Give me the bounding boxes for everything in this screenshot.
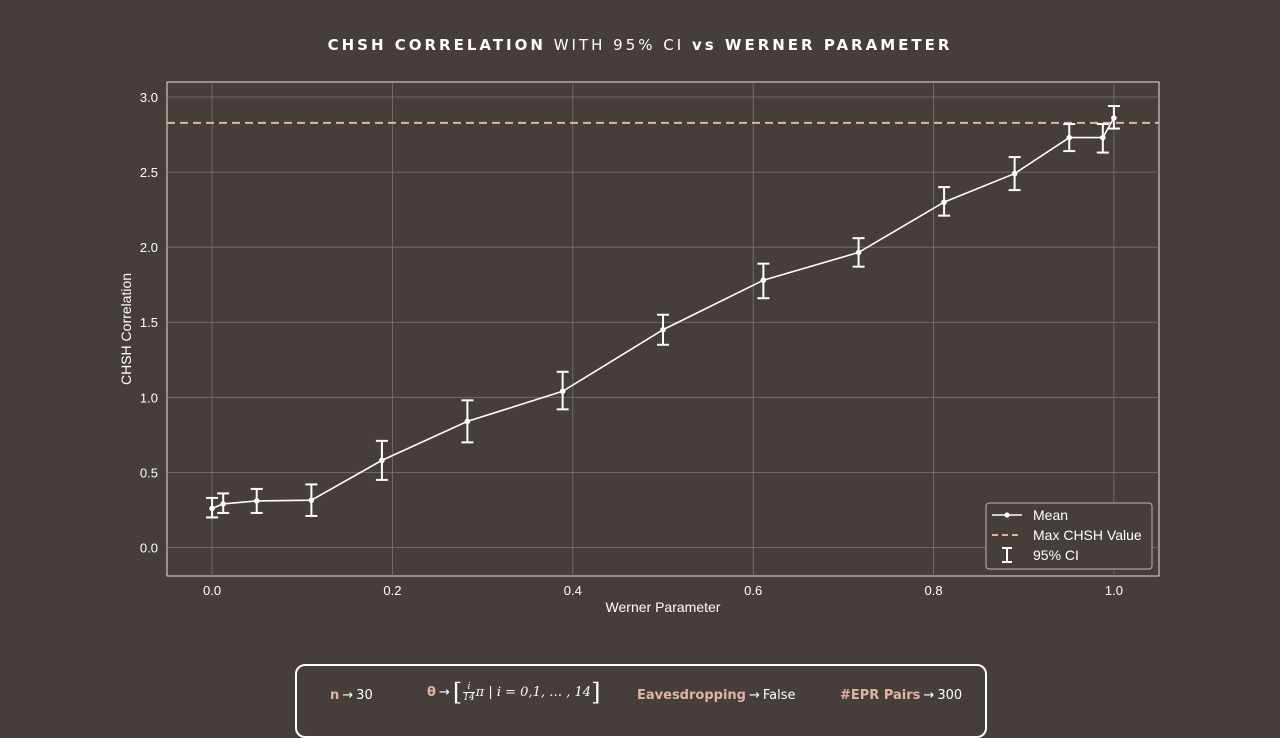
legend: Mean Max CHSH Value 95% CI: [985, 502, 1153, 570]
y-tick-label: 3.0: [140, 90, 158, 105]
param-n-key: n: [330, 688, 340, 703]
legend-max-label: Max CHSH Value: [1033, 527, 1142, 543]
param-epr-pairs: #EPR Pairs → 300: [840, 688, 962, 703]
param-eaves-key: Eavesdropping: [637, 688, 746, 703]
title-part-chsh: CHSH CORRELATION: [327, 36, 546, 54]
parameter-box: n → 30 θ →[i 14 π | i = 0,1, … , 14] Eavesdro…: [295, 664, 987, 738]
x-tick-label: 0.6: [744, 583, 762, 598]
legend-ci-label: 95% CI: [1033, 547, 1079, 563]
mean-point: [209, 505, 215, 512]
x-tick-label: 0.0: [203, 583, 221, 598]
y-tick-label: 1.5: [140, 315, 158, 330]
theta-fraction: i 14: [463, 682, 475, 703]
y-tick-label: 2.0: [140, 240, 158, 255]
mean-points: [209, 115, 1117, 512]
mean-point: [253, 498, 260, 504]
y-tick-label: 1.0: [140, 390, 158, 405]
mean-point: [308, 497, 315, 503]
grid: [167, 82, 1159, 576]
title-part-ci: WITH 95% CI: [545, 36, 692, 54]
x-tick-label: 0.4: [564, 583, 582, 598]
mean-point: [1100, 134, 1106, 141]
left-bracket: [: [452, 678, 463, 707]
param-epr-value: 300: [937, 688, 963, 703]
chsh-chart: 0.0 0.2 0.4 0.6 0.8 1.0 0.0 0.5 1.0 1.5 2.0 2.5 3.0…: [118, 81, 1160, 615]
y-axis-label: CHSH Correlation: [118, 273, 134, 385]
mean-point: [1111, 115, 1117, 121]
mean-point: [220, 501, 226, 507]
param-n: n → 30: [330, 688, 373, 703]
mean-point: [1011, 170, 1018, 177]
mean-point: [1066, 134, 1073, 141]
mean-point: [464, 418, 471, 425]
y-tick-label: 2.5: [140, 165, 158, 180]
mean-point: [941, 199, 947, 205]
title-part-werner: WERNER PARAMETER: [716, 36, 953, 54]
param-theta-key: θ: [427, 685, 436, 700]
mean-point: [855, 249, 862, 256]
param-eaves-value: False: [762, 688, 796, 703]
theta-rest: π | i = 0,1, … , 14: [475, 685, 592, 700]
error-bars: [206, 105, 1120, 519]
x-tick-label: 0.2: [383, 583, 401, 598]
mean-point: [660, 326, 666, 333]
y-tick-label: 0.5: [140, 465, 158, 480]
legend-mean-marker: [1004, 512, 1010, 518]
mean-point: [760, 277, 767, 284]
chart-title: CHSH CORRELATION WITH 95% CI vs WERNER P…: [0, 36, 1280, 54]
mean-point: [559, 388, 566, 395]
mean-point: [379, 457, 385, 464]
x-axis-ticks: 0.0 0.2 0.4 0.6 0.8 1.0: [203, 583, 1123, 598]
title-part-vs: vs: [691, 36, 717, 54]
param-n-value: 30: [356, 688, 373, 703]
legend-mean-label: Mean: [1033, 507, 1068, 523]
param-theta: θ →[i 14 π | i = 0,1, … , 14]: [427, 681, 601, 705]
x-tick-label: 0.8: [925, 583, 943, 598]
arrow-icon: →: [923, 688, 935, 703]
x-tick-label: 1.0: [1105, 583, 1123, 598]
y-axis-ticks: 0.0 0.5 1.0 1.5 2.0 2.5 3.0: [140, 90, 158, 555]
param-epr-key: #EPR Pairs: [840, 688, 921, 703]
arrow-icon: →: [342, 688, 354, 703]
x-axis-label: Werner Parameter: [606, 599, 721, 615]
arrow-icon: →: [438, 685, 450, 700]
param-eavesdropping: Eavesdropping → False: [637, 688, 796, 703]
y-tick-label: 0.0: [140, 540, 158, 555]
arrow-icon: →: [748, 688, 760, 703]
legend-ci-swatch: [1002, 547, 1012, 563]
right-bracket: ]: [591, 678, 601, 707]
theta-set: [i 14 π | i = 0,1, … , 14]: [453, 681, 601, 705]
